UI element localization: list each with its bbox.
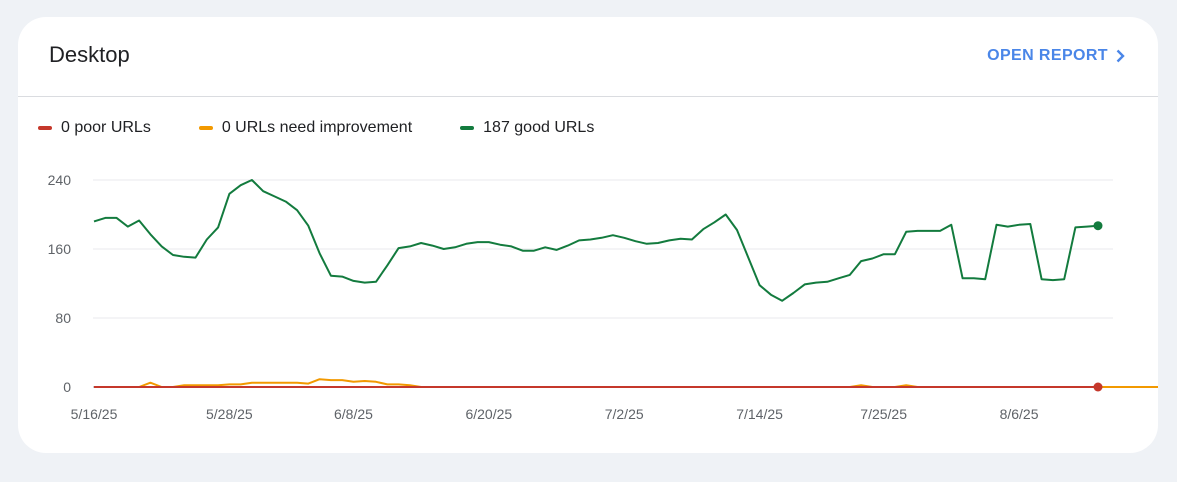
y-tick-label: 0 (63, 379, 71, 395)
open-report-label: OPEN REPORT (987, 47, 1108, 64)
x-tick-label: 8/6/25 (1000, 406, 1039, 422)
x-tick-label: 5/16/25 (71, 406, 118, 422)
chevron-right-icon (1116, 49, 1125, 63)
y-tick-label: 80 (55, 310, 71, 326)
legend-item-poor[interactable]: 0 poor URLs (38, 119, 151, 137)
legend-swatch-poor (38, 126, 52, 130)
y-tick-label: 160 (48, 241, 72, 257)
legend-label-need-improvement: 0 URLs need improvement (221, 119, 413, 136)
legend-label-good: 187 good URLs (483, 119, 595, 136)
y-tick-label: 240 (48, 172, 72, 188)
legend-swatch-good (460, 126, 475, 130)
legend-label-poor: 0 poor URLs (61, 119, 151, 136)
x-tick-label: 5/28/25 (206, 406, 253, 422)
series-end-marker-good (1093, 221, 1103, 231)
x-tick-label: 7/14/25 (736, 406, 783, 422)
chart-legend: 0 poor URLs 0 URLs need improvement 187 … (38, 117, 594, 139)
open-report-link[interactable]: OPEN REPORT (987, 47, 1125, 65)
card-header: Desktop OPEN REPORT (18, 17, 1158, 97)
x-tick-label: 7/2/25 (605, 406, 644, 422)
legend-item-need-improvement[interactable]: 0 URLs need improvement (198, 119, 413, 137)
legend-item-good[interactable]: 187 good URLs (460, 119, 594, 137)
urls-line-chart: 0 80 160 240 5/16/25 5/28/25 6/8/25 6/20/25 7/2/… (48, 172, 1158, 422)
legend-swatch-need-improvement (198, 126, 213, 130)
x-tick-label: 6/20/25 (465, 406, 512, 422)
x-tick-label: 6/8/25 (334, 406, 373, 422)
card-title: Desktop (49, 42, 130, 67)
series-end-marker-poor (1093, 382, 1103, 392)
desktop-card: Desktop OPEN REPORT 0 poor URLs 0 URLs n… (18, 17, 1158, 453)
x-tick-label: 7/25/25 (860, 406, 907, 422)
series-line-good (93, 179, 1099, 302)
series-line-need-improvement (94, 378, 1158, 388)
